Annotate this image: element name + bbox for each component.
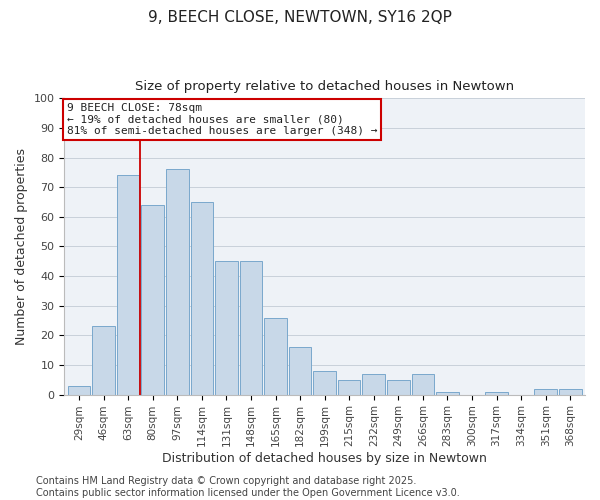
- X-axis label: Distribution of detached houses by size in Newtown: Distribution of detached houses by size …: [162, 452, 487, 465]
- Bar: [362, 374, 385, 394]
- Y-axis label: Number of detached properties: Number of detached properties: [15, 148, 28, 345]
- Bar: [215, 262, 238, 394]
- Bar: [485, 392, 508, 394]
- Bar: [92, 326, 115, 394]
- Bar: [166, 170, 188, 394]
- Text: 9, BEECH CLOSE, NEWTOWN, SY16 2QP: 9, BEECH CLOSE, NEWTOWN, SY16 2QP: [148, 10, 452, 25]
- Text: 9 BEECH CLOSE: 78sqm
← 19% of detached houses are smaller (80)
81% of semi-detac: 9 BEECH CLOSE: 78sqm ← 19% of detached h…: [67, 103, 377, 136]
- Title: Size of property relative to detached houses in Newtown: Size of property relative to detached ho…: [135, 80, 514, 93]
- Bar: [412, 374, 434, 394]
- Bar: [117, 176, 139, 394]
- Bar: [191, 202, 213, 394]
- Bar: [535, 388, 557, 394]
- Bar: [387, 380, 410, 394]
- Bar: [68, 386, 91, 394]
- Bar: [264, 318, 287, 394]
- Bar: [436, 392, 459, 394]
- Text: Contains HM Land Registry data © Crown copyright and database right 2025.
Contai: Contains HM Land Registry data © Crown c…: [36, 476, 460, 498]
- Bar: [559, 388, 581, 394]
- Bar: [142, 205, 164, 394]
- Bar: [338, 380, 361, 394]
- Bar: [313, 371, 336, 394]
- Bar: [289, 347, 311, 395]
- Bar: [239, 262, 262, 394]
